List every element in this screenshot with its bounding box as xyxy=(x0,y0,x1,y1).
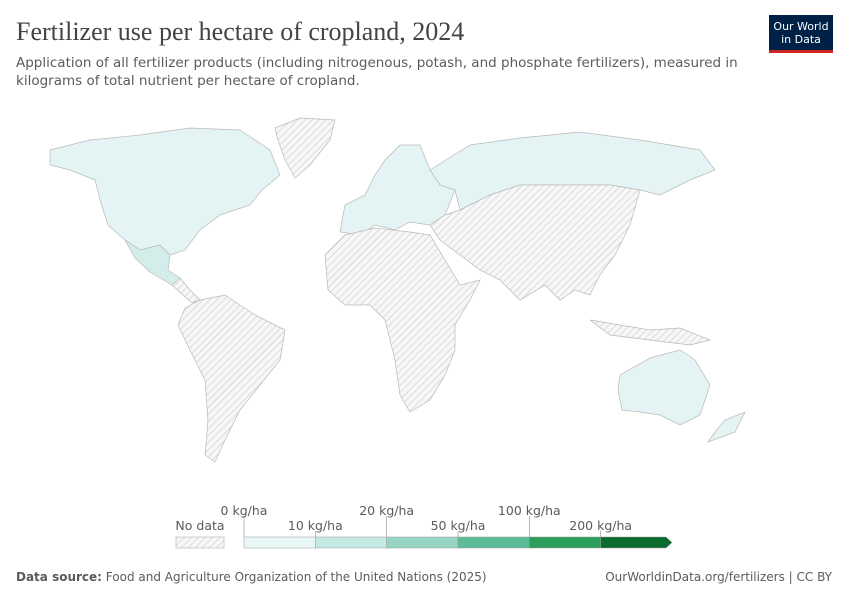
mexico xyxy=(124,239,181,286)
title: Fertilizer use per hectare of cropland, … xyxy=(16,17,464,46)
source-text: Food and Agriculture Organization of the… xyxy=(106,570,487,584)
legend-label: 100 kg/ha xyxy=(498,503,561,518)
subtitle: kilograms of total nutrient per hectare … xyxy=(16,73,360,89)
legend-swatch xyxy=(600,536,673,549)
russia xyxy=(429,131,716,211)
greenland xyxy=(274,117,336,179)
south-america xyxy=(177,294,286,463)
legend-swatch xyxy=(243,536,316,549)
australia xyxy=(617,349,711,426)
logo-bar xyxy=(769,50,833,53)
indonesia xyxy=(589,319,712,346)
legend: No data 0 kg/ha 10 kg/ha 20 kg/ha 50 kg/ha 1… xyxy=(175,503,673,549)
new-zealand xyxy=(707,411,746,443)
source: Data source: Food and Agriculture Organi… xyxy=(16,570,487,584)
logo-text: in Data xyxy=(781,33,821,46)
legend-swatch xyxy=(386,536,459,549)
legend-label: 50 kg/ha xyxy=(431,518,486,533)
legend-swatch xyxy=(529,536,601,549)
legend-swatch xyxy=(457,536,530,549)
source-label: Data source: xyxy=(16,570,102,584)
legend-label: 20 kg/ha xyxy=(359,503,414,518)
logo[interactable]: Our World in Data xyxy=(769,15,833,53)
central-america xyxy=(171,277,201,304)
legend-label: 200 kg/ha xyxy=(569,518,632,533)
url[interactable]: OurWorldinData.org/fertilizers | CC BY xyxy=(605,570,832,584)
logo-text: Our World xyxy=(773,20,828,33)
logo-box xyxy=(769,15,833,50)
subtitle: Application of all fertilizer products (… xyxy=(16,55,738,71)
legend-swatch xyxy=(315,536,387,549)
map xyxy=(49,117,746,463)
africa xyxy=(324,227,481,413)
no-data-swatch xyxy=(175,536,225,549)
legend-label: 0 kg/ha xyxy=(221,503,268,518)
north-america xyxy=(49,127,281,256)
legend-label: No data xyxy=(175,518,224,533)
legend-label: 10 kg/ha xyxy=(288,518,343,533)
asia xyxy=(429,184,641,301)
